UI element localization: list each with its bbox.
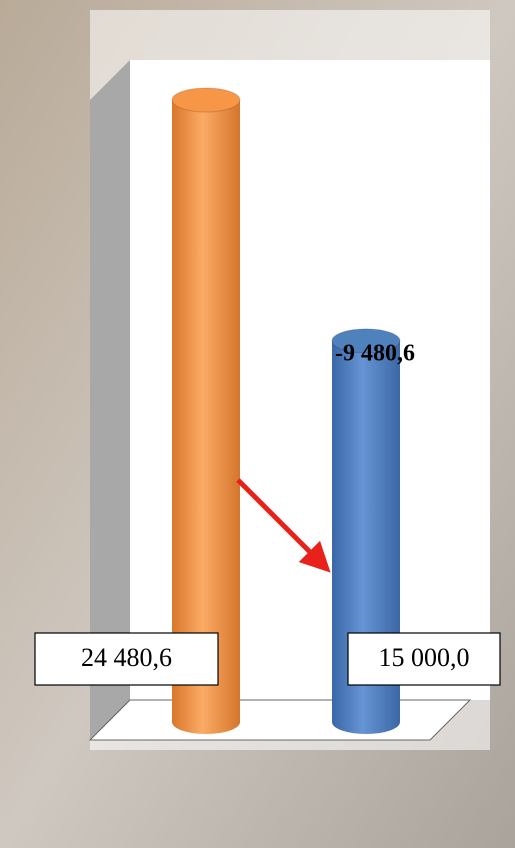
bar [172,100,240,722]
page: 24 480,615 000,0 -9 480,6 (() => { const… [0,0,515,848]
value-label: 15 000,0 [379,643,470,672]
floor [90,700,470,740]
change-annotation: -9 480,6 [335,341,415,367]
value-label: 24 480,6 [81,643,172,672]
chart: 24 480,6 15 000,0 -9 480,6 [0,0,515,848]
bar-cap [172,88,240,112]
